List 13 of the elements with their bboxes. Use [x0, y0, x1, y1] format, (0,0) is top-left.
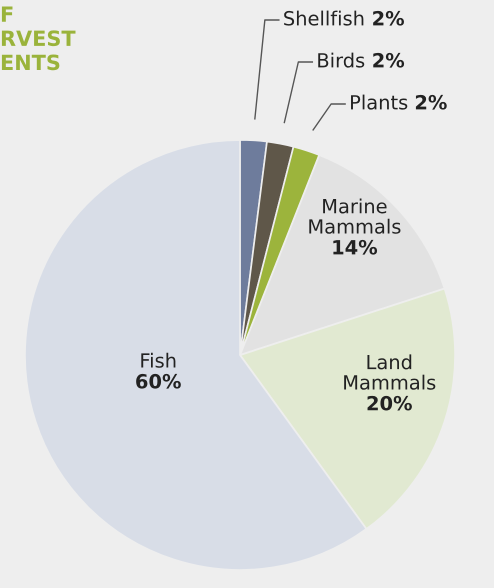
data-label: 14% — [333, 240, 378, 255]
data-label: 2% — [416, 94, 447, 110]
data-label: 20% — [368, 396, 412, 411]
slice-label: Land Mammals — [344, 354, 436, 390]
data-label: 2% — [373, 52, 404, 68]
text: F RVEST ENTS — [2, 6, 76, 70]
slice-label: Marine Mammals — [309, 198, 400, 234]
slice-label: Plants — [351, 94, 408, 110]
data-label: 60% — [136, 374, 181, 389]
slice-label: Birds — [318, 52, 364, 68]
slice-label: Fish — [141, 352, 176, 368]
slice-label: Shellfish — [284, 10, 364, 26]
data-label: 2% — [373, 10, 404, 26]
